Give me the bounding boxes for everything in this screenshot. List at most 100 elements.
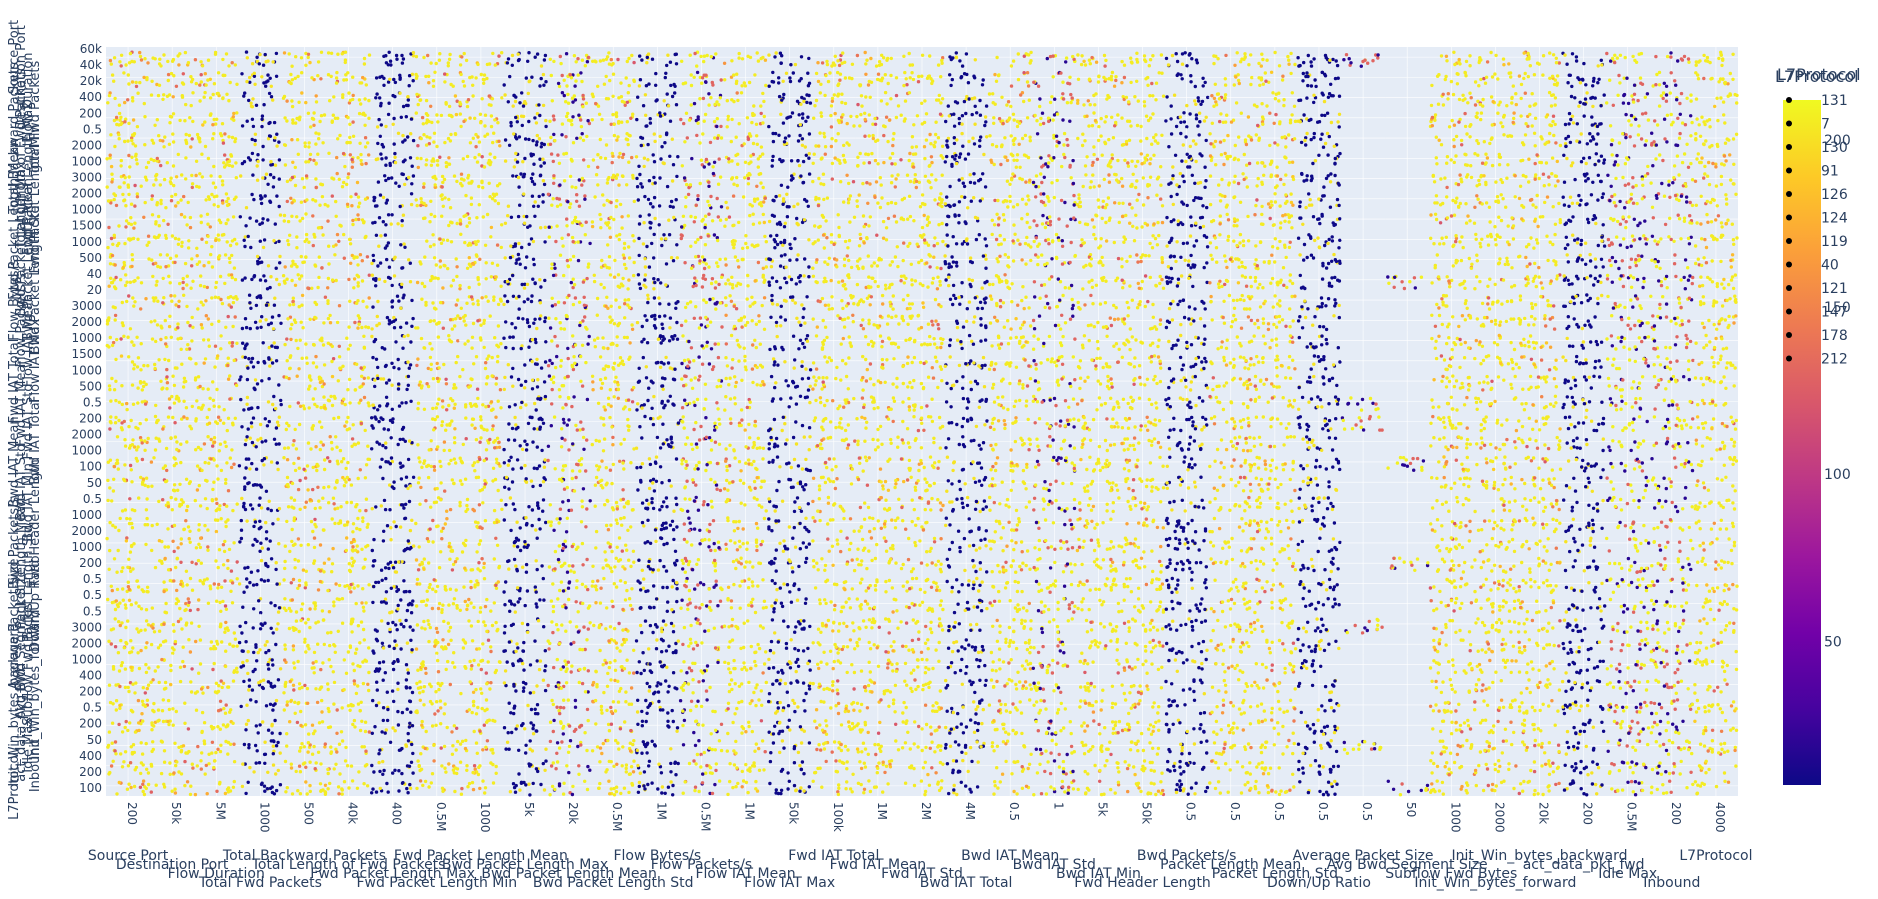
scatter-point	[666, 92, 669, 95]
scatter-point	[301, 177, 304, 180]
scatter-point	[824, 74, 827, 77]
scatter-point	[531, 139, 534, 142]
scatter-point	[491, 52, 494, 55]
scatter-point	[1071, 96, 1074, 99]
scatter-point	[1123, 76, 1126, 79]
scatter-point	[172, 184, 175, 187]
scatter-point	[199, 60, 202, 63]
scatter-point	[804, 120, 807, 123]
scatter-point	[113, 119, 116, 122]
scatter-point	[1148, 162, 1151, 165]
scatter-point	[1597, 174, 1600, 177]
scatter-point	[1290, 201, 1293, 204]
scatter-point	[274, 222, 277, 225]
scatter-point	[822, 183, 825, 186]
scatter-point	[1564, 123, 1567, 126]
scatter-point	[1512, 117, 1515, 120]
scatter-point	[410, 117, 413, 120]
scatter-point	[856, 156, 859, 159]
scatter-point	[200, 80, 203, 83]
scatter-point	[908, 152, 911, 155]
scatter-point	[1548, 51, 1551, 54]
scatter-point	[1484, 181, 1487, 184]
scatter-point	[203, 91, 206, 94]
scatter-point	[1597, 159, 1600, 162]
scatter-point	[212, 181, 215, 184]
scatter-point	[591, 118, 594, 121]
scatter-point	[1197, 99, 1200, 102]
scatter-point	[581, 59, 584, 62]
scatter-point	[460, 55, 463, 58]
scatter-point	[113, 145, 116, 148]
scatter-point	[658, 223, 661, 226]
scatter-point	[985, 135, 988, 138]
scatter-point	[1240, 112, 1243, 115]
scatter-point	[669, 205, 672, 208]
scatter-point	[1071, 159, 1074, 162]
scatter-point	[1545, 115, 1548, 118]
scatter-point	[136, 195, 139, 198]
scatter-point	[1335, 59, 1338, 62]
scatter-point	[1716, 145, 1719, 148]
scatter-point	[1203, 186, 1206, 189]
scatter-point	[1654, 83, 1657, 86]
scatter-point	[565, 115, 568, 118]
scatter-point	[684, 196, 687, 199]
scatter-point	[443, 196, 446, 199]
scatter-point	[208, 198, 211, 201]
scatter-point	[1105, 115, 1108, 118]
scatter-point	[1627, 119, 1630, 122]
scatter-point	[1327, 96, 1330, 99]
scatter-point	[318, 204, 321, 207]
scatter-point	[1304, 143, 1307, 146]
scatter-point	[823, 94, 826, 97]
scatter-point	[1582, 157, 1585, 160]
scatter-point	[1190, 57, 1193, 60]
scatter-point	[836, 71, 839, 74]
scatter-point	[1084, 164, 1087, 167]
scatter-point	[1587, 177, 1590, 180]
scatter-point	[170, 195, 173, 198]
scatter-point	[132, 226, 135, 229]
scatter-point	[760, 112, 763, 115]
scatter-point	[802, 100, 805, 103]
scatter-point	[995, 56, 998, 59]
scatter-point	[930, 161, 933, 164]
scatter-point	[1133, 95, 1136, 98]
scatter-point	[1034, 185, 1037, 188]
scatter-point	[696, 122, 699, 125]
scatter-point	[1616, 163, 1619, 166]
scatter-point	[1185, 104, 1188, 107]
scatter-point	[653, 196, 656, 199]
scatter-point	[760, 57, 763, 60]
scatter-point	[1270, 200, 1273, 203]
scatter-point	[392, 117, 395, 120]
scatter-point	[248, 76, 251, 79]
scatter-point	[1275, 184, 1278, 187]
scatter-point	[1724, 142, 1727, 145]
scatter-point	[1039, 172, 1042, 175]
scatter-point	[380, 75, 383, 78]
scatter-point	[231, 61, 234, 64]
scatter-point	[626, 120, 629, 123]
scatter-point	[1006, 159, 1009, 162]
scatter-point	[1003, 136, 1006, 139]
scatter-point	[372, 199, 375, 202]
scatter-point	[344, 73, 347, 76]
scatter-point	[350, 204, 353, 207]
scatter-point	[1709, 77, 1712, 80]
scatter-point	[1201, 77, 1204, 80]
scatter-point	[540, 64, 543, 67]
scatter-point	[491, 141, 494, 144]
scatter-point	[1519, 114, 1522, 117]
scatter-point	[422, 122, 425, 125]
scatter-point	[133, 204, 136, 207]
scatter-point	[627, 57, 630, 60]
scatter-point	[1673, 164, 1676, 167]
scatter-point	[1541, 73, 1544, 76]
scatter-point	[1323, 194, 1326, 197]
scatter-point	[1670, 71, 1673, 74]
scatter-point	[1448, 125, 1451, 128]
scatter-point	[984, 115, 987, 118]
scatter-point	[1276, 174, 1279, 177]
